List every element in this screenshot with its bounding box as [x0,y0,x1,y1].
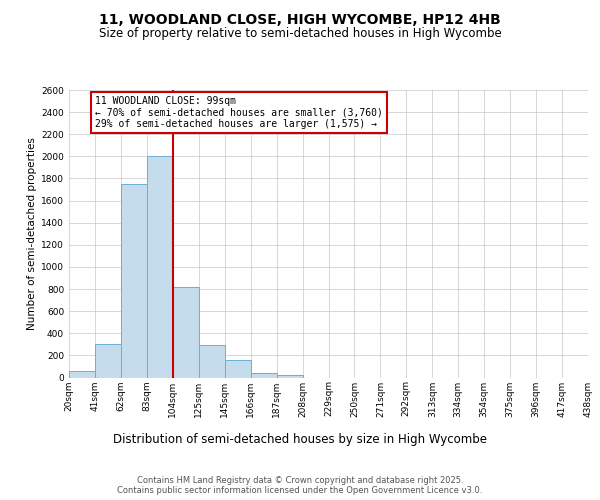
Text: Size of property relative to semi-detached houses in High Wycombe: Size of property relative to semi-detach… [98,28,502,40]
Text: 11 WOODLAND CLOSE: 99sqm
← 70% of semi-detached houses are smaller (3,760)
29% o: 11 WOODLAND CLOSE: 99sqm ← 70% of semi-d… [95,96,383,129]
Text: Distribution of semi-detached houses by size in High Wycombe: Distribution of semi-detached houses by … [113,432,487,446]
Text: Contains HM Land Registry data © Crown copyright and database right 2025.
Contai: Contains HM Land Registry data © Crown c… [118,476,482,495]
Y-axis label: Number of semi-detached properties: Number of semi-detached properties [27,138,37,330]
Bar [173,287,199,378]
Bar [121,184,147,378]
Bar [199,345,224,378]
Bar [251,373,277,378]
Bar [147,156,173,378]
Bar [225,360,251,378]
Bar [95,344,121,378]
Bar [69,372,95,378]
Bar [277,374,302,378]
Text: 11, WOODLAND CLOSE, HIGH WYCOMBE, HP12 4HB: 11, WOODLAND CLOSE, HIGH WYCOMBE, HP12 4… [99,12,501,26]
